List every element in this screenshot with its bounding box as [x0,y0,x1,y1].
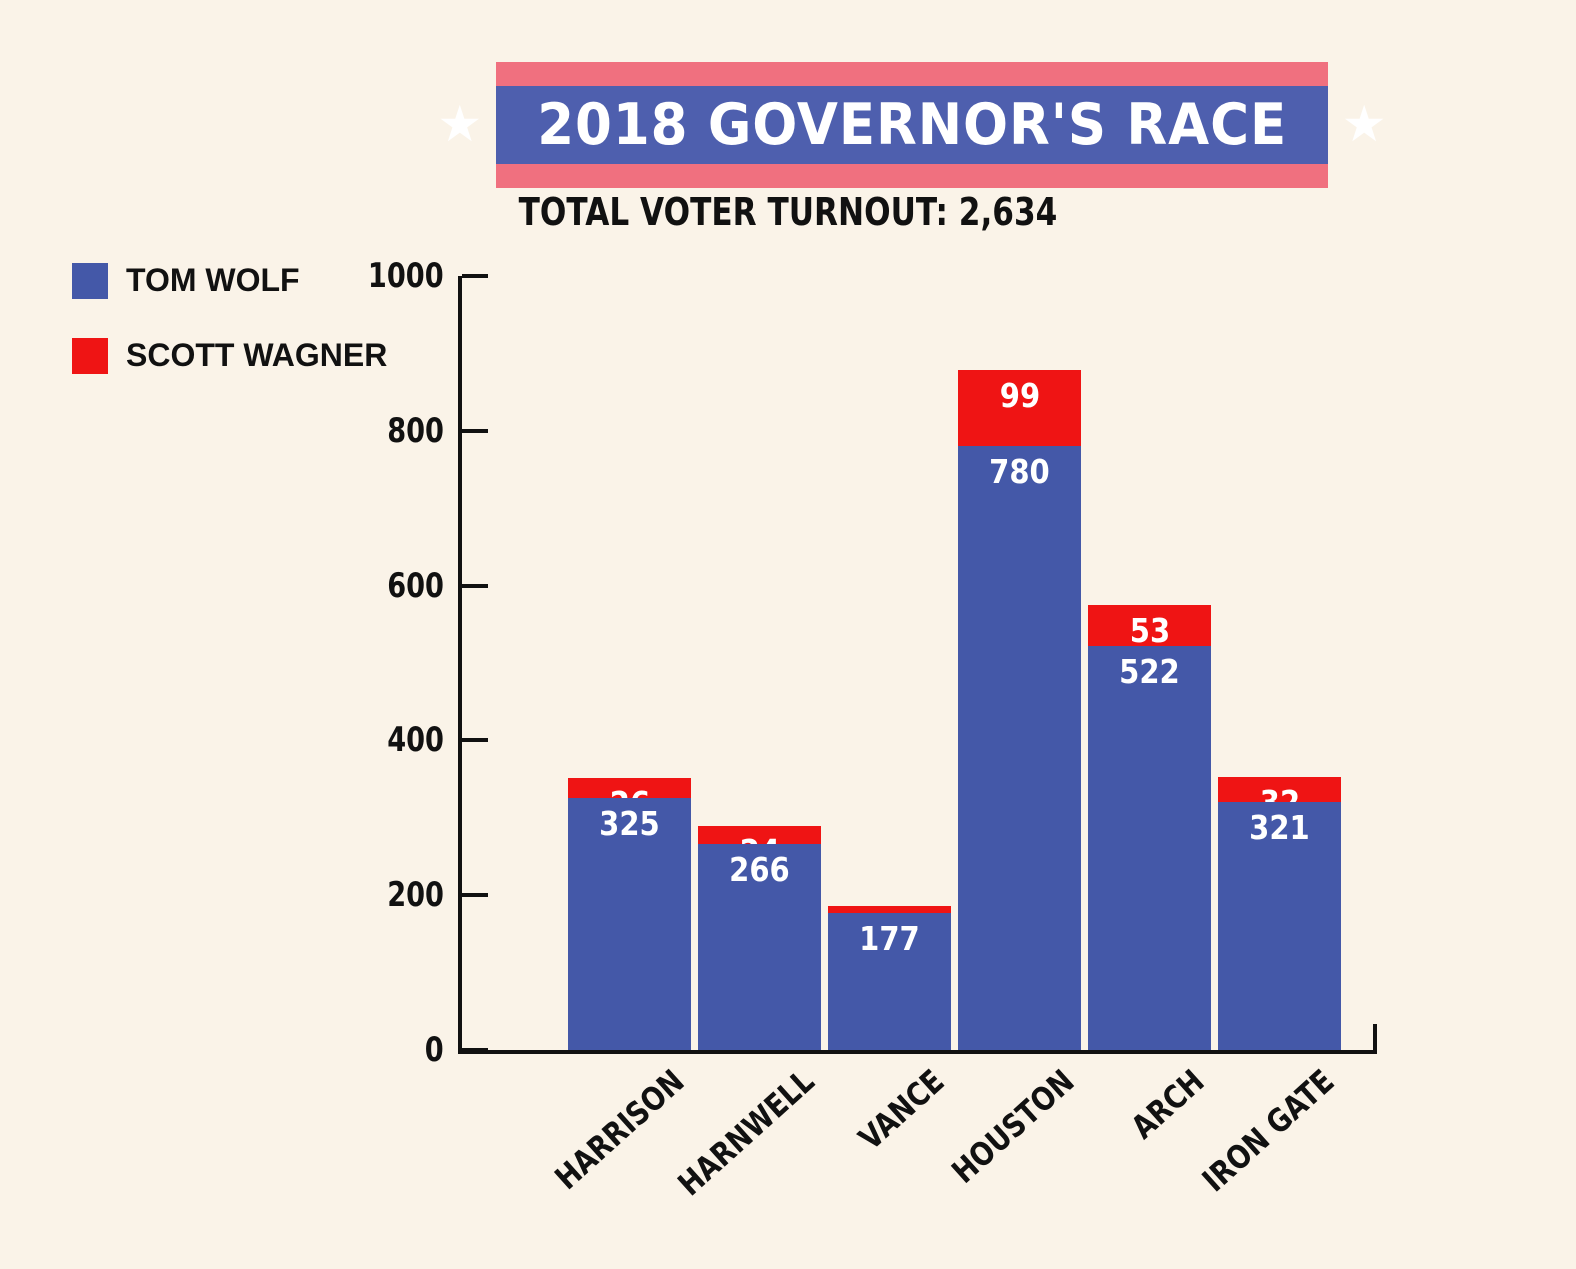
title-banner: ★ 2018 GOVERNOR'S RACE ★ [437,62,1387,188]
x-axis-label-text: HARRISON [547,1062,692,1197]
x-axis-spine [458,1050,1377,1054]
bar-value-label: 177 [859,919,920,959]
x-axis-label-text: ARCH [1124,1062,1212,1147]
bar-segment-tom-wolf[interactable]: 321 [1218,801,1341,1050]
stacked-bar[interactable]: 99 780 [958,369,1081,1050]
y-axis-tick [462,1048,488,1052]
bar-value-label: 53 [1129,610,1170,650]
bar-segment-scott-wagner[interactable]: 99 [958,369,1081,447]
y-axis-tick [462,893,488,898]
chart-title: 2018 GOVERNOR'S RACE [537,91,1287,158]
stacked-bar[interactable]: 24266 [698,825,821,1050]
y-axis-tick [462,583,488,588]
stacked-bar[interactable]: 26325 [568,778,691,1050]
bar-segment-scott-wagner[interactable]: 9 [828,906,951,948]
bar-value-label: 99 [999,375,1040,415]
legend-label-scott-wagner: SCOTT WAGNER [126,337,388,373]
legend-item-tom-wolf: TOM WOLF [72,262,387,299]
bar-value-label: 266 [729,850,790,890]
bar-segment-scott-wagner[interactable]: 32 [1218,776,1341,819]
y-axis-tick-label: 600 [387,565,444,606]
legend-label-tom-wolf: TOM WOLF [126,262,300,298]
y-axis-spine [458,276,462,1050]
y-axis-tick-label: 400 [387,720,444,761]
bar-value-label: 780 [989,452,1050,492]
stacked-bar[interactable]: 32321 [1218,776,1341,1050]
bar-segment-scott-wagner[interactable]: 53 [1088,604,1211,650]
y-axis-tick [462,428,488,433]
x-axis-label-text: HOUSTON [944,1062,1082,1191]
y-axis-tick [462,274,488,278]
y-axis-tick-label: 1000 [368,256,444,296]
banner-stripe-bottom [496,164,1328,188]
x-axis-end-tick [1373,1024,1377,1054]
bar-value-label: 522 [1119,651,1180,691]
bar-segment-tom-wolf[interactable]: 177 [828,913,951,1050]
bar-segment-tom-wolf[interactable]: 522 [1088,645,1211,1050]
legend-swatch-tom-wolf [72,262,108,299]
stacked-bar[interactable]: 53 522 [1088,604,1211,1050]
banner-stripe-top [496,62,1328,86]
bar-segment-tom-wolf[interactable]: 325 [568,798,691,1050]
y-axis-tick-label: 800 [387,410,444,451]
x-axis-label-text: VANCE [851,1062,952,1158]
bar-segment-tom-wolf[interactable]: 780 [958,446,1081,1050]
chart-subtitle: TOTAL VOTER TURNOUT: 2,634 [518,190,1058,234]
bar-segment-scott-wagner[interactable]: 26 [568,778,691,820]
star-icon-left: ★ [437,96,483,152]
y-axis-tick-label: 0 [425,1030,444,1070]
y-axis-tick [462,738,488,743]
y-axis-tick-label: 200 [387,875,444,916]
chart-legend: TOM WOLF SCOTT WAGNER [72,262,387,412]
bar-segment-scott-wagner[interactable]: 24 [698,825,821,868]
stacked-bar[interactable]: 9177 [828,906,951,1050]
bar-value-label: 325 [599,804,660,844]
legend-swatch-scott-wagner [72,337,108,374]
legend-item-scott-wagner: SCOTT WAGNER [72,337,387,374]
star-icon-right: ★ [1341,96,1387,152]
bar-value-label: 321 [1249,807,1310,847]
bar-segment-tom-wolf[interactable]: 266 [698,844,821,1050]
banner-title-bar: ★ 2018 GOVERNOR'S RACE ★ [437,86,1387,164]
